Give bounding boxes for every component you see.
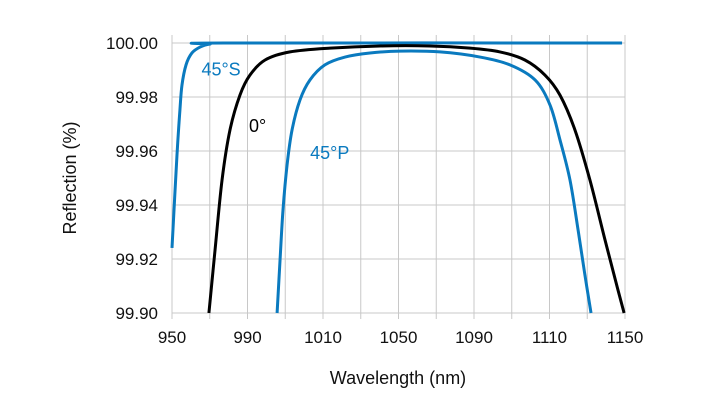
y-tick-label: 99.98 — [115, 88, 158, 107]
curve-label: 45°S — [201, 59, 240, 79]
annotations: 45°S 0° 45°P — [201, 59, 349, 163]
x-axis-label: Wavelength (nm) — [330, 368, 466, 388]
series-line-45S — [170, 41, 623, 249]
series-group — [170, 41, 626, 314]
x-tick-label: 990 — [233, 328, 261, 347]
x-axis-ticks: 950 990 1010 1050 1090 1110 1150 — [158, 328, 643, 347]
x-tick-label: 1150 — [607, 328, 644, 347]
x-tick-label: 1110 — [532, 328, 567, 347]
y-tick-label: 100.00 — [106, 34, 158, 53]
y-axis-label: Reflection (%) — [60, 121, 80, 234]
y-tick-label: 99.90 — [115, 304, 158, 323]
series-line-45P — [275, 49, 593, 314]
curve-label: 45°P — [310, 143, 349, 163]
y-axis-ticks: 99.90 99.92 99.94 99.96 99.98 100.00 — [106, 34, 158, 323]
x-tick-label: 1050 — [380, 328, 418, 347]
y-tick-label: 99.94 — [115, 196, 158, 215]
x-tick-label: 950 — [158, 328, 186, 347]
series-line-0 — [207, 44, 626, 314]
curve-label: 0° — [249, 116, 266, 136]
x-tick-label: 1010 — [304, 328, 342, 347]
x-tick-label: 1090 — [455, 328, 493, 347]
y-tick-label: 99.92 — [115, 250, 158, 269]
y-tick-label: 99.96 — [115, 142, 158, 161]
